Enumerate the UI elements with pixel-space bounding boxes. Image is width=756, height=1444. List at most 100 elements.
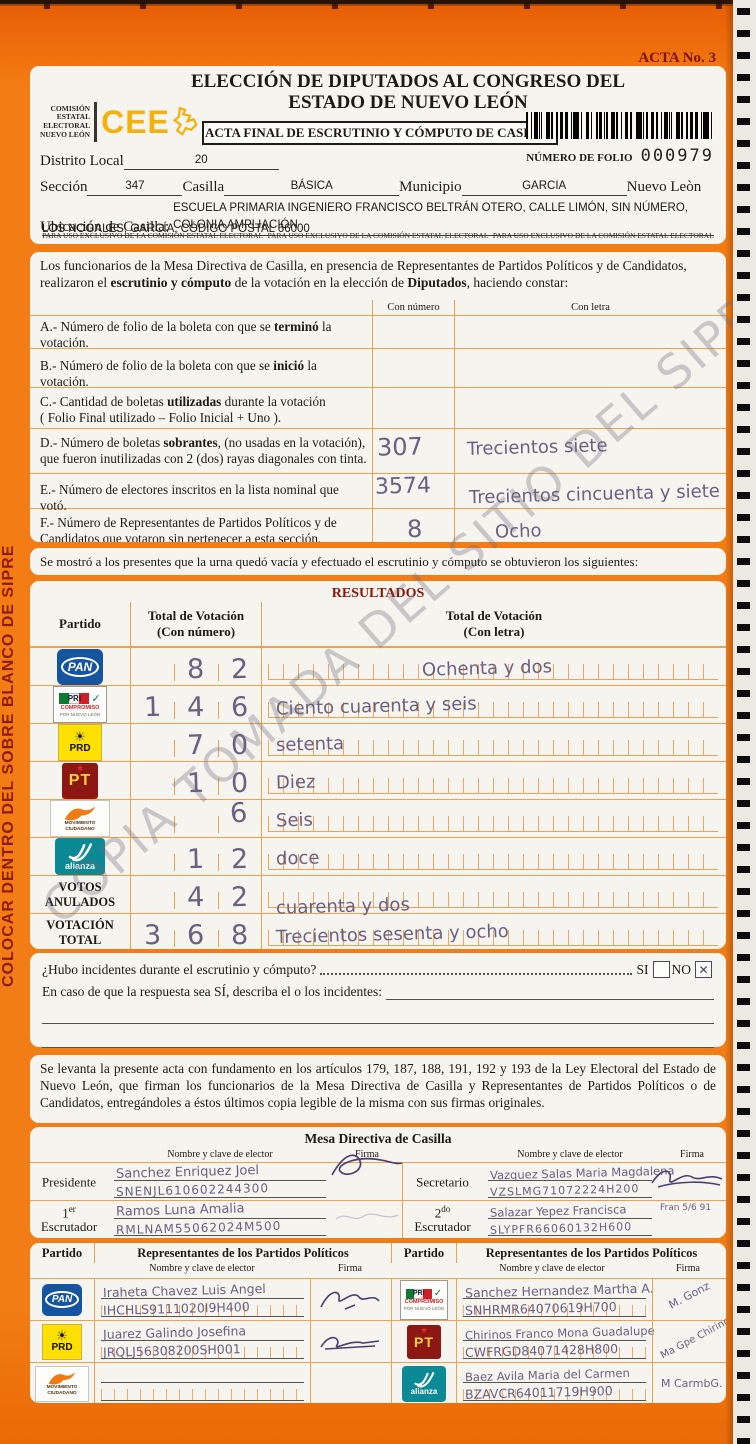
firma-header: Firma bbox=[676, 1263, 700, 1274]
casilla-field: BÁSICA bbox=[224, 178, 400, 197]
votos-anulados-label: VOTOS ANULADOS bbox=[44, 880, 116, 909]
title-line-2: ESTADO DE NUEVO LEÓN bbox=[288, 92, 528, 114]
firma-header: Firma bbox=[355, 1149, 379, 1160]
col-con-numero: Con número bbox=[372, 300, 454, 315]
scrutiny-table: Con número Con letra A.- Número de folio… bbox=[30, 300, 726, 542]
firma-pri-rep: M. Gonz bbox=[652, 1279, 726, 1320]
exclusive-use-note: PARA USO EXCLUSIVO DE LA COMISIÓN ESTATA… bbox=[492, 231, 714, 240]
name-line: Salazar Yepez Francisca bbox=[488, 1202, 652, 1220]
barcode bbox=[526, 112, 714, 139]
result-row-pt: ★ PT 1 0 Diez bbox=[30, 761, 726, 799]
clave-line: SLYPFR66060132H600 bbox=[488, 1219, 652, 1237]
handwritten-letra-f: Ocho bbox=[494, 520, 542, 542]
reps-row-2: ☀ PRD Juarez Galindo Josefina JRQLJ563082… bbox=[30, 1316, 726, 1363]
firma-prd-rep bbox=[310, 1321, 391, 1362]
distrito-row: Distrito Local 20 bbox=[40, 152, 279, 171]
scrutiny-row-e: E.- Número de electores inscritos en la … bbox=[30, 473, 726, 513]
seccion-label: Sección bbox=[40, 179, 88, 196]
cee-logo: COMISIÓN ESTATAL ELECTORAL NUEVO LEÓN CE… bbox=[40, 102, 198, 142]
star-icon: ★ bbox=[75, 763, 85, 774]
results-panel: RESULTADOS Partido Total de Votación (Con… bbox=[30, 581, 726, 949]
firma-presidente bbox=[331, 1154, 403, 1200]
municipio-label: Municipio bbox=[399, 179, 462, 196]
seccion-row: Sección 347 Casilla BÁSICA Municipio GAR… bbox=[40, 178, 714, 197]
seccion-field: 347 bbox=[87, 178, 183, 197]
header-panel: ELECCIÓN DE DIPUTADOS AL CONGRESO DEL ES… bbox=[30, 66, 726, 244]
col-partido: Partido bbox=[59, 616, 101, 631]
cee-org-name: COMISIÓN ESTATAL ELECTORAL NUEVO LEÓN bbox=[40, 103, 91, 139]
signature bbox=[320, 1336, 380, 1350]
acta-number: ACTA No. 3 bbox=[638, 50, 716, 66]
firma-pan-rep bbox=[310, 1279, 391, 1320]
clave-line: SNHRMR64070619H700 bbox=[463, 1299, 646, 1318]
pan-logo: PAN bbox=[42, 1283, 82, 1316]
sun-icon: ☀ bbox=[74, 730, 86, 745]
folio: NÚMERO DE FOLIO 000979 bbox=[526, 146, 714, 166]
seccion-value: 347 bbox=[125, 180, 145, 192]
exclusive-use-note: PARA USO EXCLUSIVO DE LA COMISIÓN ESTATA… bbox=[42, 231, 264, 240]
page-edge-shadow bbox=[725, 0, 733, 1444]
scrutiny-intro: Los funcionarios de la Mesa Directiva de… bbox=[40, 258, 687, 290]
write-line bbox=[386, 998, 714, 1000]
side-instruction-text: COLOCAR DENTRO DEL SOBRE BLANCO DE SIPRE bbox=[0, 544, 17, 987]
estado-label: Nuevo Leòn bbox=[626, 179, 702, 196]
nombre-header: Nombre y clave de elector bbox=[149, 1263, 255, 1274]
no-label: NO bbox=[671, 962, 692, 977]
signature bbox=[651, 1170, 723, 1188]
incidents-panel: ¿Hubo incidentes durante el escrutinio y… bbox=[30, 953, 726, 1048]
write-line bbox=[42, 1023, 714, 1024]
name-line: Chirinos Franco Mona Guadalupe bbox=[463, 1323, 655, 1343]
folio-label: NÚMERO DE FOLIO bbox=[526, 152, 633, 164]
reps-header-row: Partido Representantes de los Partidos P… bbox=[30, 1243, 726, 1263]
scrutiny-panel: Los funcionarios de la Mesa Directiva de… bbox=[30, 252, 726, 542]
ubicacion-label: Ubicación de Casilla: bbox=[40, 218, 170, 235]
scrutiny-row-f: F.- Número de Representantes de Partidos… bbox=[30, 508, 726, 542]
movimiento-ciudadano-logo: MOVIMIENTO CIUDADANO bbox=[50, 800, 110, 837]
clave-line: SNENJL610602244300 bbox=[114, 1181, 326, 1199]
eagle-icon bbox=[64, 806, 96, 821]
mesa-title: Mesa Directiva de Casilla bbox=[304, 1131, 452, 1146]
firma-pt-rep: Ma Gpe Chirino bbox=[652, 1316, 726, 1362]
handwritten-letra: Ochenta y dos bbox=[421, 656, 553, 681]
title-line-1: ELECCIÓN DE DIPUTADOS AL CONGRESO DEL bbox=[190, 71, 626, 92]
name-line: Sanchez Enriquez Joel bbox=[114, 1163, 326, 1182]
results-title: RESULTADOS bbox=[331, 586, 425, 601]
describe-label: En caso de que la respuesta sea SÍ, desc… bbox=[42, 984, 383, 999]
scrutiny-row-b: B.- Número de folio de la boleta con que… bbox=[30, 348, 726, 389]
handwritten-letra: doce bbox=[275, 847, 320, 870]
dotted-leader bbox=[320, 972, 633, 975]
col-representantes: Representantes de los Partidos Políticos bbox=[456, 1243, 726, 1263]
si-checkbox bbox=[652, 961, 670, 978]
result-row-pri: PRI ✓ COMPROMISO POR NUEVO LEÓN 1 4 6 Ci… bbox=[30, 685, 726, 723]
reps-row-1: PAN Iraheta Chavez Luis Angel IHCHLS9111… bbox=[30, 1279, 726, 1321]
scrutiny-row-d: D.- Número de boletas sobrantes, (no usa… bbox=[30, 428, 726, 473]
name-line: Baez Avila Maria del Carmen bbox=[463, 1365, 646, 1384]
legal-text: Se levanta la presente acta con fundamen… bbox=[40, 1061, 716, 1110]
nombre-header: Nombre y clave de elector bbox=[517, 1149, 623, 1160]
clave-line: JRQLJ56308200SH001 bbox=[101, 1341, 304, 1360]
urna-note-panel: Se mostró a los presentes que la urna qu… bbox=[30, 548, 726, 575]
firma-mc-rep-empty bbox=[310, 1363, 391, 1403]
prd-logo: ☀ PRD bbox=[58, 724, 102, 761]
distrito-field: 20 bbox=[123, 152, 279, 171]
nueva-alianza-logo: alianza bbox=[55, 838, 105, 875]
mesa-row-1: Presidente Sanchez Enriquez Joel SNENJL6… bbox=[30, 1154, 726, 1200]
signature bbox=[320, 1291, 380, 1310]
x-mark: ✕ bbox=[698, 962, 709, 977]
distrito-value: 20 bbox=[194, 154, 208, 166]
incidents-question-row: ¿Hubo incidentes durante el escrutinio y… bbox=[42, 961, 714, 978]
result-row-mc: MOVIMIENTO CIUDADANO 6 Seis bbox=[30, 797, 726, 837]
sun-icon: ☀ bbox=[56, 1329, 68, 1344]
reps-subheader-row: Nombre y clave de elector Firma Nombre y… bbox=[30, 1263, 726, 1279]
result-row-prd: ☀ PRD 7 0 setenta bbox=[30, 723, 726, 761]
clave-line: RMLNAM55062024M500 bbox=[114, 1219, 326, 1237]
ubicacion-field-line2: LOS NOGALES, GARCÍA, CÓDIGO POSTAL 66000 bbox=[42, 223, 714, 236]
clave-line: VZSLMG71072224H200 bbox=[488, 1181, 652, 1199]
binding-strip bbox=[733, 0, 756, 1444]
name-line-empty bbox=[101, 1365, 304, 1383]
name-line: Iraheta Chavez Luis Angel bbox=[101, 1281, 304, 1300]
firma-header: Firma bbox=[680, 1149, 704, 1160]
results-header-row: Partido Total de Votación (Con número) To… bbox=[30, 602, 726, 647]
pt-logo: ★ PT bbox=[62, 762, 98, 799]
clave-line: IHCHLS9111020I9H400 bbox=[101, 1299, 304, 1318]
